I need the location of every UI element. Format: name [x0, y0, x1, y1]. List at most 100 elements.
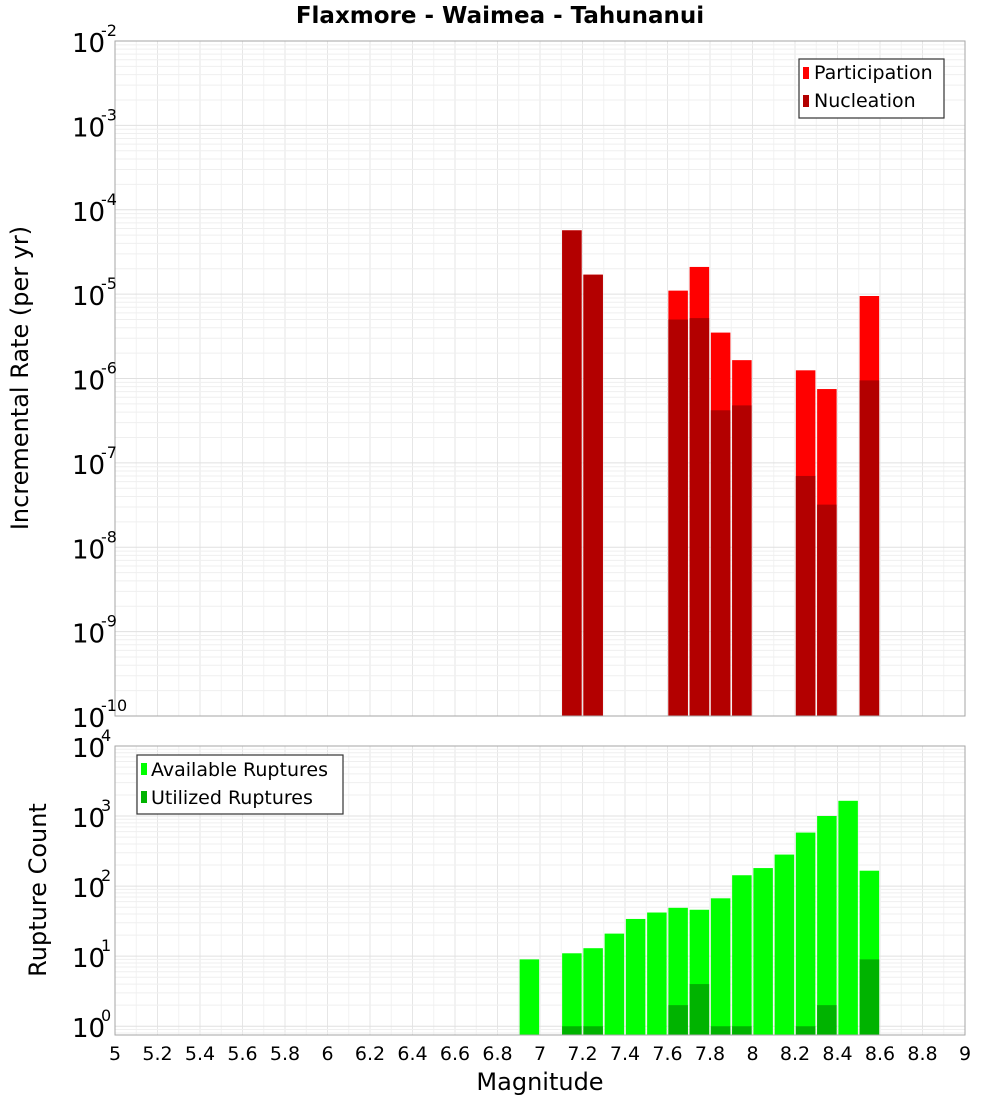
rate-y-tick-base: 10 [72, 113, 105, 143]
rate-y-tick-base: 10 [72, 367, 105, 397]
available-ruptures-bar [795, 832, 816, 1035]
nucleation-bar [710, 410, 731, 716]
nucleation-bar [668, 319, 688, 716]
x-tick-label: 8.8 [907, 1043, 937, 1065]
utilized-legend-swatch [141, 791, 147, 803]
x-tick-label: 6.4 [397, 1043, 427, 1065]
nucleation-bar [562, 230, 582, 716]
available-ruptures-bar [562, 953, 582, 1035]
rate-panel: 10-1010-910-810-710-610-510-410-310-2Inc… [6, 21, 966, 734]
available-ruptures-bar [838, 800, 858, 1035]
rate-y-tick-exponent: -8 [101, 527, 117, 546]
x-tick-label: 8 [746, 1043, 758, 1065]
x-tick-label: 8.4 [822, 1043, 852, 1065]
x-tick-label: 7.8 [695, 1043, 725, 1065]
available-ruptures-bar [732, 875, 752, 1035]
available-ruptures-bar [604, 933, 625, 1035]
rate-y-tick-base: 10 [72, 535, 105, 565]
count-legend-box [136, 754, 344, 815]
rate-frame [114, 40, 966, 717]
rate-y-tick-exponent: -5 [101, 274, 117, 293]
nucleation-bar [817, 504, 837, 716]
x-tick-label: 5.2 [142, 1043, 172, 1065]
utilized-ruptures-bar [710, 1026, 731, 1035]
x-tick-label: 8.6 [865, 1043, 895, 1065]
rate-y-tick-base: 10 [72, 451, 105, 481]
rate-y-tick-exponent: -7 [101, 443, 117, 462]
count-y-tick-base: 10 [72, 804, 105, 834]
x-tick-label: 7.6 [652, 1043, 682, 1065]
utilized-ruptures-bar [795, 1026, 816, 1035]
count-y-tick-exponent: 0 [101, 1006, 111, 1025]
rate-legend: Participation Nucleation [798, 58, 945, 119]
rate-legend-box [798, 58, 945, 119]
rate-y-tick-exponent: -6 [101, 359, 117, 378]
x-tick-label: 9 [959, 1043, 971, 1065]
rate-y-tick-base: 10 [72, 620, 105, 650]
rate-y-tick-base: 10 [72, 704, 105, 734]
rate-y-axis-label: Incremental Rate (per yr) [6, 226, 34, 530]
utilized-ruptures-bar [689, 984, 710, 1035]
available-ruptures-bar [774, 854, 795, 1035]
available-ruptures-bar [710, 898, 731, 1035]
count-y-tick-base: 10 [72, 1014, 105, 1044]
available-legend-label: Available Ruptures [151, 759, 328, 781]
count-y-axis-label: Rupture Count [24, 803, 52, 977]
utilized-ruptures-bar [732, 1026, 752, 1035]
x-tick-label: 5.8 [270, 1043, 300, 1065]
x-tick-label: 5 [109, 1043, 121, 1065]
rate-y-tick-exponent: -2 [101, 21, 117, 40]
x-tick-label: 6.2 [355, 1043, 385, 1065]
rate-y-tick-exponent: -4 [101, 190, 117, 209]
utilized-ruptures-bar [859, 959, 880, 1035]
count-y-tick-base: 10 [72, 944, 105, 974]
nucleation-bar [583, 274, 603, 716]
rate-y-tick-base: 10 [72, 29, 105, 59]
nucleation-bar [689, 318, 710, 716]
x-tick-label: 7.4 [610, 1043, 640, 1065]
available-legend-swatch [141, 763, 147, 775]
x-tick-label: 8.2 [780, 1043, 810, 1065]
rate-y-tick-base: 10 [72, 282, 105, 312]
utilized-ruptures-bar [583, 1026, 603, 1035]
chart-title: Flaxmore - Waimea - Tahunanui [296, 3, 704, 29]
available-ruptures-bar [583, 948, 603, 1035]
nucleation-bar [732, 405, 752, 716]
utilized-legend-label: Utilized Ruptures [151, 787, 313, 809]
utilized-ruptures-bar [668, 1005, 688, 1035]
x-tick-label: 6 [321, 1043, 333, 1065]
rate-y-tick-exponent: -3 [101, 105, 117, 124]
count-y-tick-exponent: 4 [101, 726, 111, 745]
nucleation-legend-swatch [803, 95, 809, 107]
count-legend: Available Ruptures Utilized Ruptures [136, 754, 344, 815]
available-ruptures-bar [668, 907, 688, 1035]
x-tick-label: 5.6 [227, 1043, 257, 1065]
participation-legend-label: Participation [814, 62, 933, 84]
rate-y-tick-base: 10 [72, 198, 105, 228]
count-y-tick-base: 10 [72, 734, 105, 764]
x-tick-label: 6.8 [482, 1043, 512, 1065]
participation-legend-swatch [803, 67, 809, 79]
available-ruptures-bar [625, 918, 646, 1035]
count-y-tick-exponent: 2 [101, 866, 111, 885]
available-ruptures-bar [519, 959, 540, 1035]
nucleation-legend-label: Nucleation [814, 90, 916, 112]
utilized-ruptures-bar [562, 1026, 582, 1035]
x-tick-label: 5.4 [185, 1043, 215, 1065]
nucleation-bar [859, 380, 880, 716]
utilized-ruptures-bar [817, 1005, 837, 1035]
x-tick-label: 7.2 [567, 1043, 597, 1065]
rate-y-tick-exponent: -9 [101, 612, 117, 631]
available-ruptures-bar [753, 868, 773, 1035]
rate-y-tick-exponent: -10 [101, 696, 127, 715]
count-y-tick-base: 10 [72, 874, 105, 904]
x-axis-label: Magnitude [476, 1068, 603, 1096]
count-y-tick-exponent: 1 [101, 936, 111, 955]
x-tick-label: 6.6 [440, 1043, 470, 1065]
available-ruptures-bar [817, 816, 837, 1035]
x-tick-label: 7 [534, 1043, 546, 1065]
nucleation-bar [795, 475, 816, 716]
available-ruptures-bar [647, 912, 667, 1035]
